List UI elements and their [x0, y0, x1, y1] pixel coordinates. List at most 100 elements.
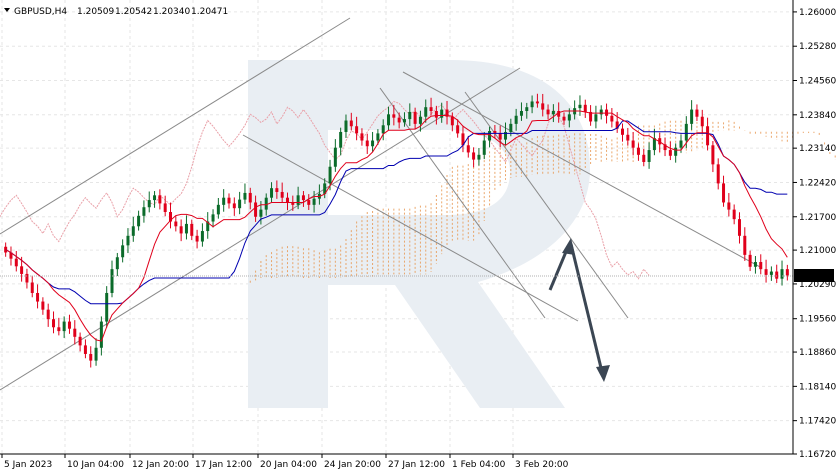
candle-body [626, 134, 630, 141]
candle-body [126, 235, 130, 246]
candle-body [562, 116, 566, 121]
candle-body [530, 101, 534, 108]
candle-body [514, 115, 518, 124]
candle-body [179, 226, 183, 234]
candle-body [402, 119, 406, 123]
candle-body [222, 197, 226, 205]
candle-body [551, 110, 555, 115]
candle-body [110, 269, 114, 293]
candle-body [722, 183, 726, 203]
forecast-arrow-down [569, 243, 604, 373]
current-price-label-text: 1.20471 [797, 272, 834, 282]
candle-body [466, 145, 470, 153]
candle-body [775, 271, 779, 279]
candle-body [642, 154, 646, 162]
collapse-triangle-icon[interactable] [4, 8, 10, 12]
candle-body [716, 164, 720, 184]
candle-body [169, 211, 173, 222]
candle-body [30, 282, 34, 293]
candle-body [200, 231, 204, 242]
candle-body [142, 207, 146, 216]
chikou-span-line [0, 100, 650, 280]
price-tick-label: 1.23840 [799, 111, 836, 121]
candle-body [227, 197, 231, 204]
candle-body [429, 107, 433, 111]
candle-body [232, 203, 236, 209]
channel-upper-line [0, 17, 351, 235]
candle-body [397, 117, 401, 123]
candle-body [52, 319, 56, 328]
price-tick-label: 1.21000 [799, 246, 836, 256]
candle-body [424, 107, 428, 117]
candle-body [25, 273, 29, 283]
candle-body [349, 120, 353, 127]
candle-body [695, 109, 699, 117]
candle-body [743, 235, 747, 255]
candle-body [493, 131, 497, 134]
candle-body [535, 101, 539, 104]
candle-body [147, 200, 151, 208]
candle-body [636, 147, 640, 155]
price-tick-label: 1.25280 [799, 42, 836, 52]
header-close: 1.20471 [191, 7, 228, 17]
candle-body [333, 147, 337, 167]
header-open: 1.20509 [77, 7, 114, 17]
candle-body [620, 128, 624, 135]
candle-body [307, 200, 311, 205]
candle-body [14, 258, 18, 267]
candle-body [759, 262, 763, 270]
candle-body [67, 321, 71, 329]
candle-body [83, 345, 87, 354]
candle-body [328, 166, 332, 184]
candle-body [259, 209, 263, 217]
candle-body [450, 116, 454, 126]
price-tick-label: 1.17420 [799, 417, 836, 427]
candle-body [684, 123, 688, 141]
candle-body [615, 121, 619, 129]
candle-body [323, 183, 327, 194]
candle-body [115, 257, 119, 270]
candle-body [344, 120, 348, 132]
grid [0, 0, 793, 455]
candle-body [589, 111, 593, 122]
time-tick-label: 1 Feb 04:00 [452, 460, 506, 470]
candle-body [392, 114, 396, 118]
candle-body [504, 131, 508, 140]
candle-body [418, 116, 422, 124]
candle-body [280, 191, 284, 198]
candle-body [105, 292, 109, 322]
candle-body [78, 336, 82, 346]
candle-body [679, 140, 683, 148]
candle-body [365, 140, 369, 147]
trendlines [0, 17, 763, 391]
candle-body [583, 104, 587, 112]
candle-body [206, 221, 210, 232]
price-tick-label: 1.16720 [799, 450, 836, 460]
candle-body [541, 103, 545, 110]
ichimoku-lines [5, 110, 788, 342]
candle-body [737, 219, 741, 236]
candle-body [270, 188, 274, 198]
candle-body [753, 262, 757, 267]
candle-body [440, 109, 444, 118]
candle-body [339, 131, 343, 148]
candle-body [519, 110, 523, 116]
candle-body [371, 140, 375, 147]
candle-body [296, 195, 300, 205]
candle-body [36, 292, 40, 302]
candle-body [264, 197, 268, 210]
time-tick-label: 5 Jan 2023 [4, 460, 52, 470]
candle-body [153, 195, 157, 201]
candle-body [163, 203, 167, 212]
candle-body [700, 116, 704, 127]
candle-body [4, 246, 8, 253]
forecast-arrow-up [548, 246, 570, 291]
wedge-upper-line [402, 71, 763, 269]
candle-body [195, 235, 199, 242]
ichimoku-lagging-span [0, 100, 650, 280]
candle-body [254, 202, 258, 217]
candle-body [158, 195, 162, 204]
candle-body [663, 144, 667, 151]
